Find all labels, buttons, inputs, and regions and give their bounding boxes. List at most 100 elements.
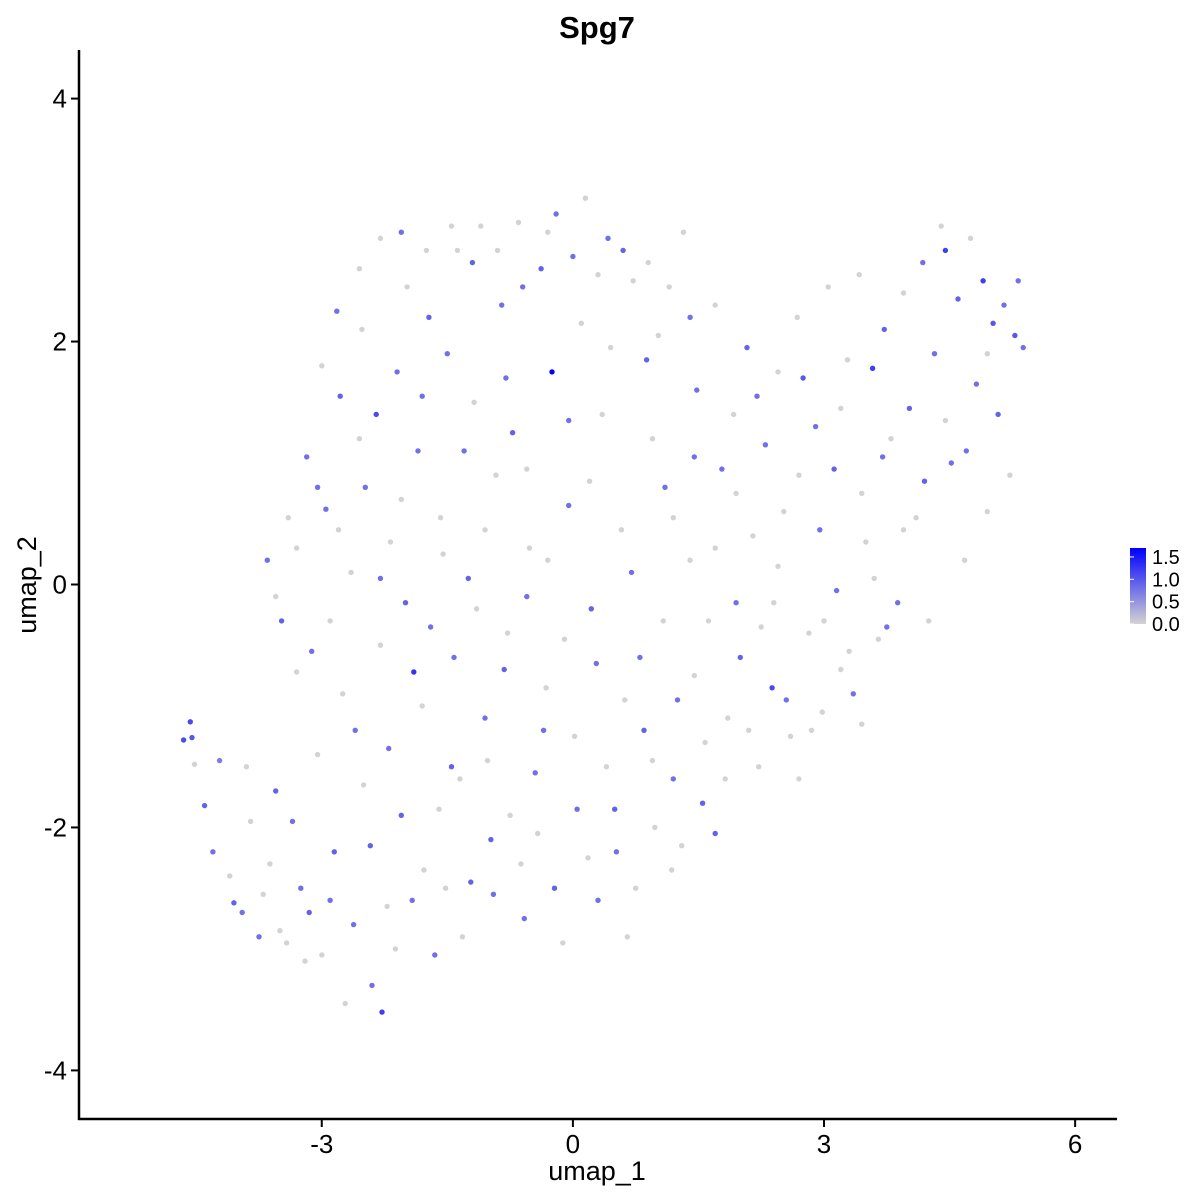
data-point	[334, 308, 340, 314]
x-tick-label: 3	[817, 1129, 831, 1159]
data-point	[273, 593, 279, 600]
data-point	[520, 284, 526, 290]
data-point	[231, 900, 237, 906]
data-point	[699, 800, 706, 806]
data-point	[754, 393, 760, 399]
data-point	[501, 666, 507, 673]
data-point	[524, 466, 530, 472]
y-tick-label: 4	[53, 84, 67, 114]
data-point	[660, 618, 666, 624]
data-point	[938, 223, 944, 229]
data-point	[875, 636, 882, 642]
data-point	[319, 952, 325, 958]
data-point	[323, 506, 329, 512]
data-point	[402, 600, 409, 606]
data-point	[283, 940, 290, 946]
data-point	[961, 557, 968, 563]
data-point	[293, 545, 300, 551]
data-point	[560, 940, 566, 946]
data-point	[607, 344, 614, 351]
data-point	[448, 223, 455, 229]
data-point	[543, 685, 549, 691]
data-point	[691, 672, 697, 679]
data-point	[900, 290, 907, 296]
data-point	[509, 430, 516, 436]
data-point	[419, 703, 425, 709]
data-point	[471, 399, 477, 405]
data-point	[712, 830, 718, 837]
data-point	[386, 745, 392, 752]
colorbar-ticks: 1.51.00.50.0	[1130, 547, 1180, 636]
data-point	[264, 557, 270, 563]
data-point	[605, 235, 611, 241]
y-tick-label: 0	[53, 570, 67, 600]
data-point	[571, 733, 578, 739]
data-point	[1001, 302, 1007, 308]
data-point	[427, 624, 434, 630]
data-point	[967, 235, 974, 241]
data-point	[191, 761, 198, 767]
data-point	[942, 417, 949, 424]
data-point	[553, 211, 559, 217]
data-point	[585, 855, 591, 861]
data-point	[787, 733, 794, 739]
data-point	[379, 1009, 385, 1015]
data-point	[712, 302, 718, 308]
data-point	[796, 776, 802, 782]
data-point	[762, 442, 769, 448]
data-point	[821, 618, 827, 624]
x-tick-label: 6	[1068, 1129, 1082, 1159]
data-point	[838, 666, 844, 673]
data-point	[457, 776, 463, 782]
data-point	[540, 727, 547, 733]
data-point	[277, 928, 283, 934]
data-point	[451, 654, 457, 661]
data-point	[871, 575, 877, 582]
data-point	[733, 490, 739, 497]
y-tick-label: -2	[44, 812, 67, 842]
data-point	[712, 545, 718, 551]
data-point	[881, 326, 887, 333]
data-point	[595, 272, 601, 278]
y-axis-ticks: -4 -2 0 2 4	[44, 84, 79, 1085]
data-point	[484, 757, 491, 764]
data-point	[267, 861, 273, 867]
data-point	[771, 600, 777, 606]
data-point	[926, 618, 932, 624]
data-point	[879, 454, 886, 460]
data-point	[649, 757, 656, 764]
data-point	[624, 934, 630, 940]
data-point	[189, 734, 195, 741]
data-point	[775, 563, 781, 569]
colorbar	[1130, 548, 1146, 624]
data-point	[817, 527, 823, 533]
color-legend: 1.51.00.50.0	[1130, 547, 1180, 636]
data-point	[783, 697, 789, 703]
data-point	[360, 782, 367, 788]
data-point	[984, 508, 990, 515]
data-point	[423, 247, 430, 254]
data-point	[674, 697, 681, 703]
data-point	[247, 818, 254, 825]
data-point	[273, 788, 279, 794]
data-point	[769, 685, 775, 691]
data-point	[593, 660, 599, 667]
data-point	[524, 593, 530, 600]
data-point	[243, 764, 250, 770]
data-point	[737, 654, 743, 661]
data-point	[705, 618, 712, 624]
data-point	[289, 818, 296, 825]
data-point	[900, 527, 907, 533]
data-point	[942, 247, 949, 254]
data-point	[895, 600, 901, 606]
data-points	[180, 195, 1026, 1015]
data-point	[719, 466, 725, 472]
data-point	[468, 879, 474, 885]
data-point	[398, 229, 404, 235]
data-point	[538, 266, 544, 272]
colorbar-label: 0.0	[1152, 614, 1180, 636]
data-point	[973, 381, 980, 387]
data-point	[348, 569, 354, 576]
data-point	[980, 278, 986, 284]
data-point	[482, 715, 488, 721]
